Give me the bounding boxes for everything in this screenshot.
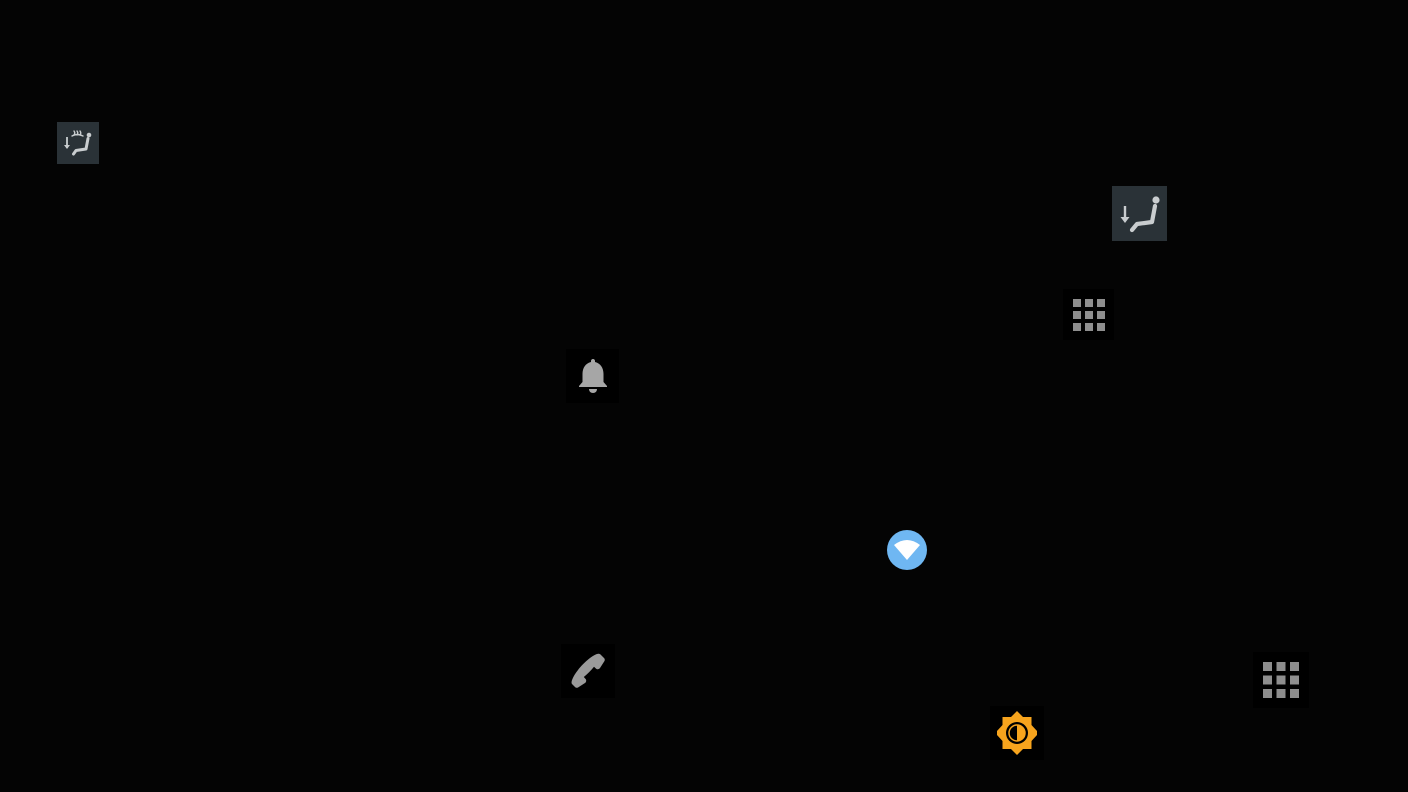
heated-seat-icon bbox=[64, 130, 92, 156]
seat-recline-button[interactable] bbox=[1112, 186, 1167, 241]
seat-heat-button[interactable] bbox=[57, 122, 99, 164]
app-grid-icon bbox=[1072, 298, 1105, 331]
wifi-icon bbox=[886, 529, 927, 570]
brightness-button[interactable] bbox=[990, 706, 1044, 760]
app-grid-icon bbox=[1263, 662, 1299, 698]
apps-grid-button-top[interactable] bbox=[1063, 289, 1114, 340]
wifi-button[interactable] bbox=[884, 527, 929, 572]
phone-icon bbox=[571, 653, 605, 688]
apps-grid-button-bottom[interactable] bbox=[1253, 652, 1309, 708]
notifications-button[interactable] bbox=[566, 349, 619, 403]
seat-recline-icon bbox=[1120, 195, 1160, 232]
brightness-icon bbox=[997, 711, 1037, 755]
phone-button[interactable] bbox=[561, 644, 615, 698]
bell-icon bbox=[578, 359, 607, 393]
